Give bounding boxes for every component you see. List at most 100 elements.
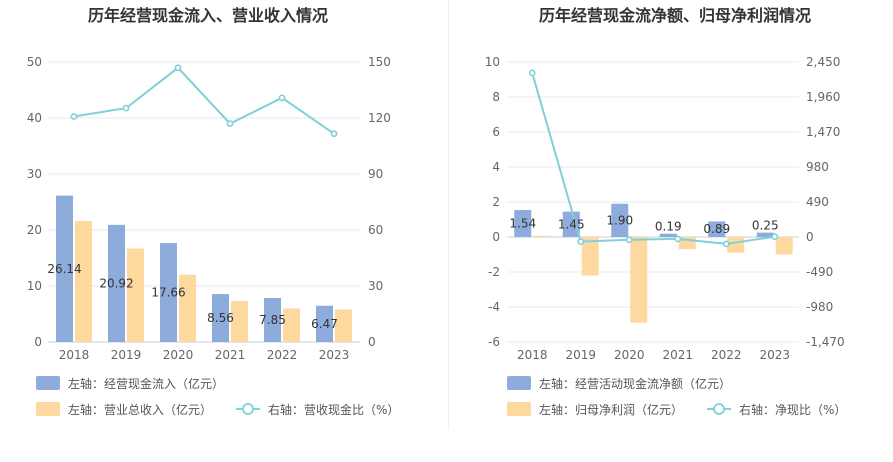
- right-axis-tick: 980: [806, 160, 829, 174]
- bar-secondary: [335, 309, 352, 342]
- right-axis-tick: 30: [368, 279, 383, 293]
- x-axis-tick: 2019: [111, 348, 142, 362]
- line-point: [122, 104, 130, 112]
- bar-primary: [514, 210, 532, 237]
- bar-secondary: [231, 301, 248, 342]
- line-point: [330, 130, 338, 138]
- right-axis-tick: -1,470: [806, 335, 845, 349]
- x-axis-tick: 2018: [517, 348, 548, 362]
- legend-label: 左轴：营业总收入（亿元）: [68, 402, 212, 417]
- data-label: 0.19: [655, 220, 682, 234]
- bar-secondary: [775, 237, 793, 255]
- bar-primary: [708, 221, 726, 237]
- x-axis-tick: 2021: [215, 348, 246, 362]
- data-label: 0.25: [752, 219, 779, 233]
- line-point: [174, 64, 182, 72]
- left-axis-tick: 30: [27, 167, 42, 181]
- bar-secondary: [179, 274, 196, 342]
- legend-label: 左轴：经营现金流入（亿元）: [68, 376, 224, 391]
- line-point: [226, 120, 234, 127]
- line-point: [70, 113, 78, 120]
- data-label: 8.56: [207, 311, 234, 325]
- x-axis-tick: 2021: [662, 348, 693, 362]
- left-axis-tick: 2: [492, 195, 500, 209]
- left-axis-tick: 6: [492, 125, 500, 139]
- data-label: 17.66: [151, 286, 185, 300]
- data-label: 20.92: [99, 276, 133, 290]
- left-axis-tick: 0: [34, 335, 42, 349]
- bar-primary: [56, 195, 73, 342]
- panel-divider: [448, 0, 449, 430]
- legend-swatch: [507, 402, 531, 416]
- left-axis-tick: 20: [27, 223, 42, 237]
- line-point: [771, 233, 779, 241]
- left-axis-tick: -4: [488, 300, 500, 314]
- bar-primary: [316, 305, 333, 342]
- chart-title: 历年经营现金流净额、归母净利润情况: [539, 6, 811, 25]
- legend-swatch: [507, 376, 531, 390]
- left-axis-tick: 40: [27, 111, 42, 125]
- x-axis-tick: 2020: [614, 348, 645, 362]
- left-axis-tick: -6: [488, 335, 500, 349]
- legend-line-marker: [242, 403, 254, 415]
- x-axis-tick: 2022: [711, 348, 742, 362]
- bar-primary: [611, 203, 629, 237]
- bar-secondary: [283, 308, 300, 342]
- chart-title: 历年经营现金流入、营业收入情况: [88, 6, 328, 25]
- right-axis-tick: 0: [806, 230, 814, 244]
- x-axis-tick: 2019: [565, 348, 596, 362]
- line-point: [722, 240, 730, 248]
- bar-secondary: [127, 248, 144, 342]
- left-axis-tick: 50: [27, 55, 42, 69]
- bar-secondary: [75, 221, 92, 342]
- line-point: [577, 238, 585, 246]
- bar-secondary: [533, 235, 551, 237]
- bar-primary: [160, 243, 177, 342]
- data-label: 1.90: [606, 213, 633, 227]
- line-point: [674, 235, 682, 243]
- bar-primary: [212, 294, 229, 342]
- left-axis-tick: 10: [485, 55, 500, 69]
- chart-2: 历年经营现金流净额、归母净利润情况 -6 -1,470 -4 -980 -2 -490 0 0 2…: [485, 6, 847, 417]
- legend-label: 左轴：归母净利润（亿元）: [539, 402, 683, 417]
- right-axis-tick: 0: [368, 335, 376, 349]
- right-axis-tick: 1,470: [806, 125, 840, 139]
- data-label: 1.54: [509, 217, 536, 231]
- line-series: [73, 66, 335, 135]
- bar-secondary: [630, 237, 648, 323]
- left-axis-tick: 10: [27, 279, 42, 293]
- x-axis-tick: 2020: [163, 348, 194, 362]
- legend-swatch: [36, 376, 60, 390]
- data-label: 7.85: [259, 313, 286, 327]
- right-axis-tick: 150: [368, 55, 391, 69]
- legend-label: 左轴：经营活动现金流净额（亿元）: [539, 376, 731, 391]
- x-axis-tick: 2018: [59, 348, 90, 362]
- right-axis-tick: 60: [368, 223, 383, 237]
- left-axis-tick: 8: [492, 90, 500, 104]
- legend-swatch: [36, 402, 60, 416]
- bar-primary: [756, 232, 774, 237]
- x-axis-tick: 2023: [759, 348, 790, 362]
- left-axis-tick: -2: [488, 265, 500, 279]
- data-label: 1.45: [558, 217, 585, 231]
- data-label: 6.47: [311, 317, 338, 331]
- data-label: 26.14: [47, 262, 81, 276]
- line-series: [531, 72, 775, 245]
- right-axis-tick: -490: [806, 265, 833, 279]
- right-axis-tick: 90: [368, 167, 383, 181]
- bar-primary: [659, 233, 677, 237]
- legend-label: 右轴：营收现金比（%）: [268, 402, 399, 417]
- bar-primary: [108, 224, 125, 342]
- right-axis-tick: 2,450: [806, 55, 840, 69]
- bar-primary: [562, 211, 580, 237]
- right-axis-tick: 1,960: [806, 90, 840, 104]
- line-point: [625, 236, 633, 244]
- legend-label: 右轴：净现比（%）: [739, 402, 846, 417]
- legend-line-marker: [713, 403, 725, 415]
- line-point: [278, 94, 286, 102]
- line-point: [528, 69, 536, 77]
- bar-primary: [264, 298, 281, 342]
- left-axis-tick: 4: [492, 160, 500, 174]
